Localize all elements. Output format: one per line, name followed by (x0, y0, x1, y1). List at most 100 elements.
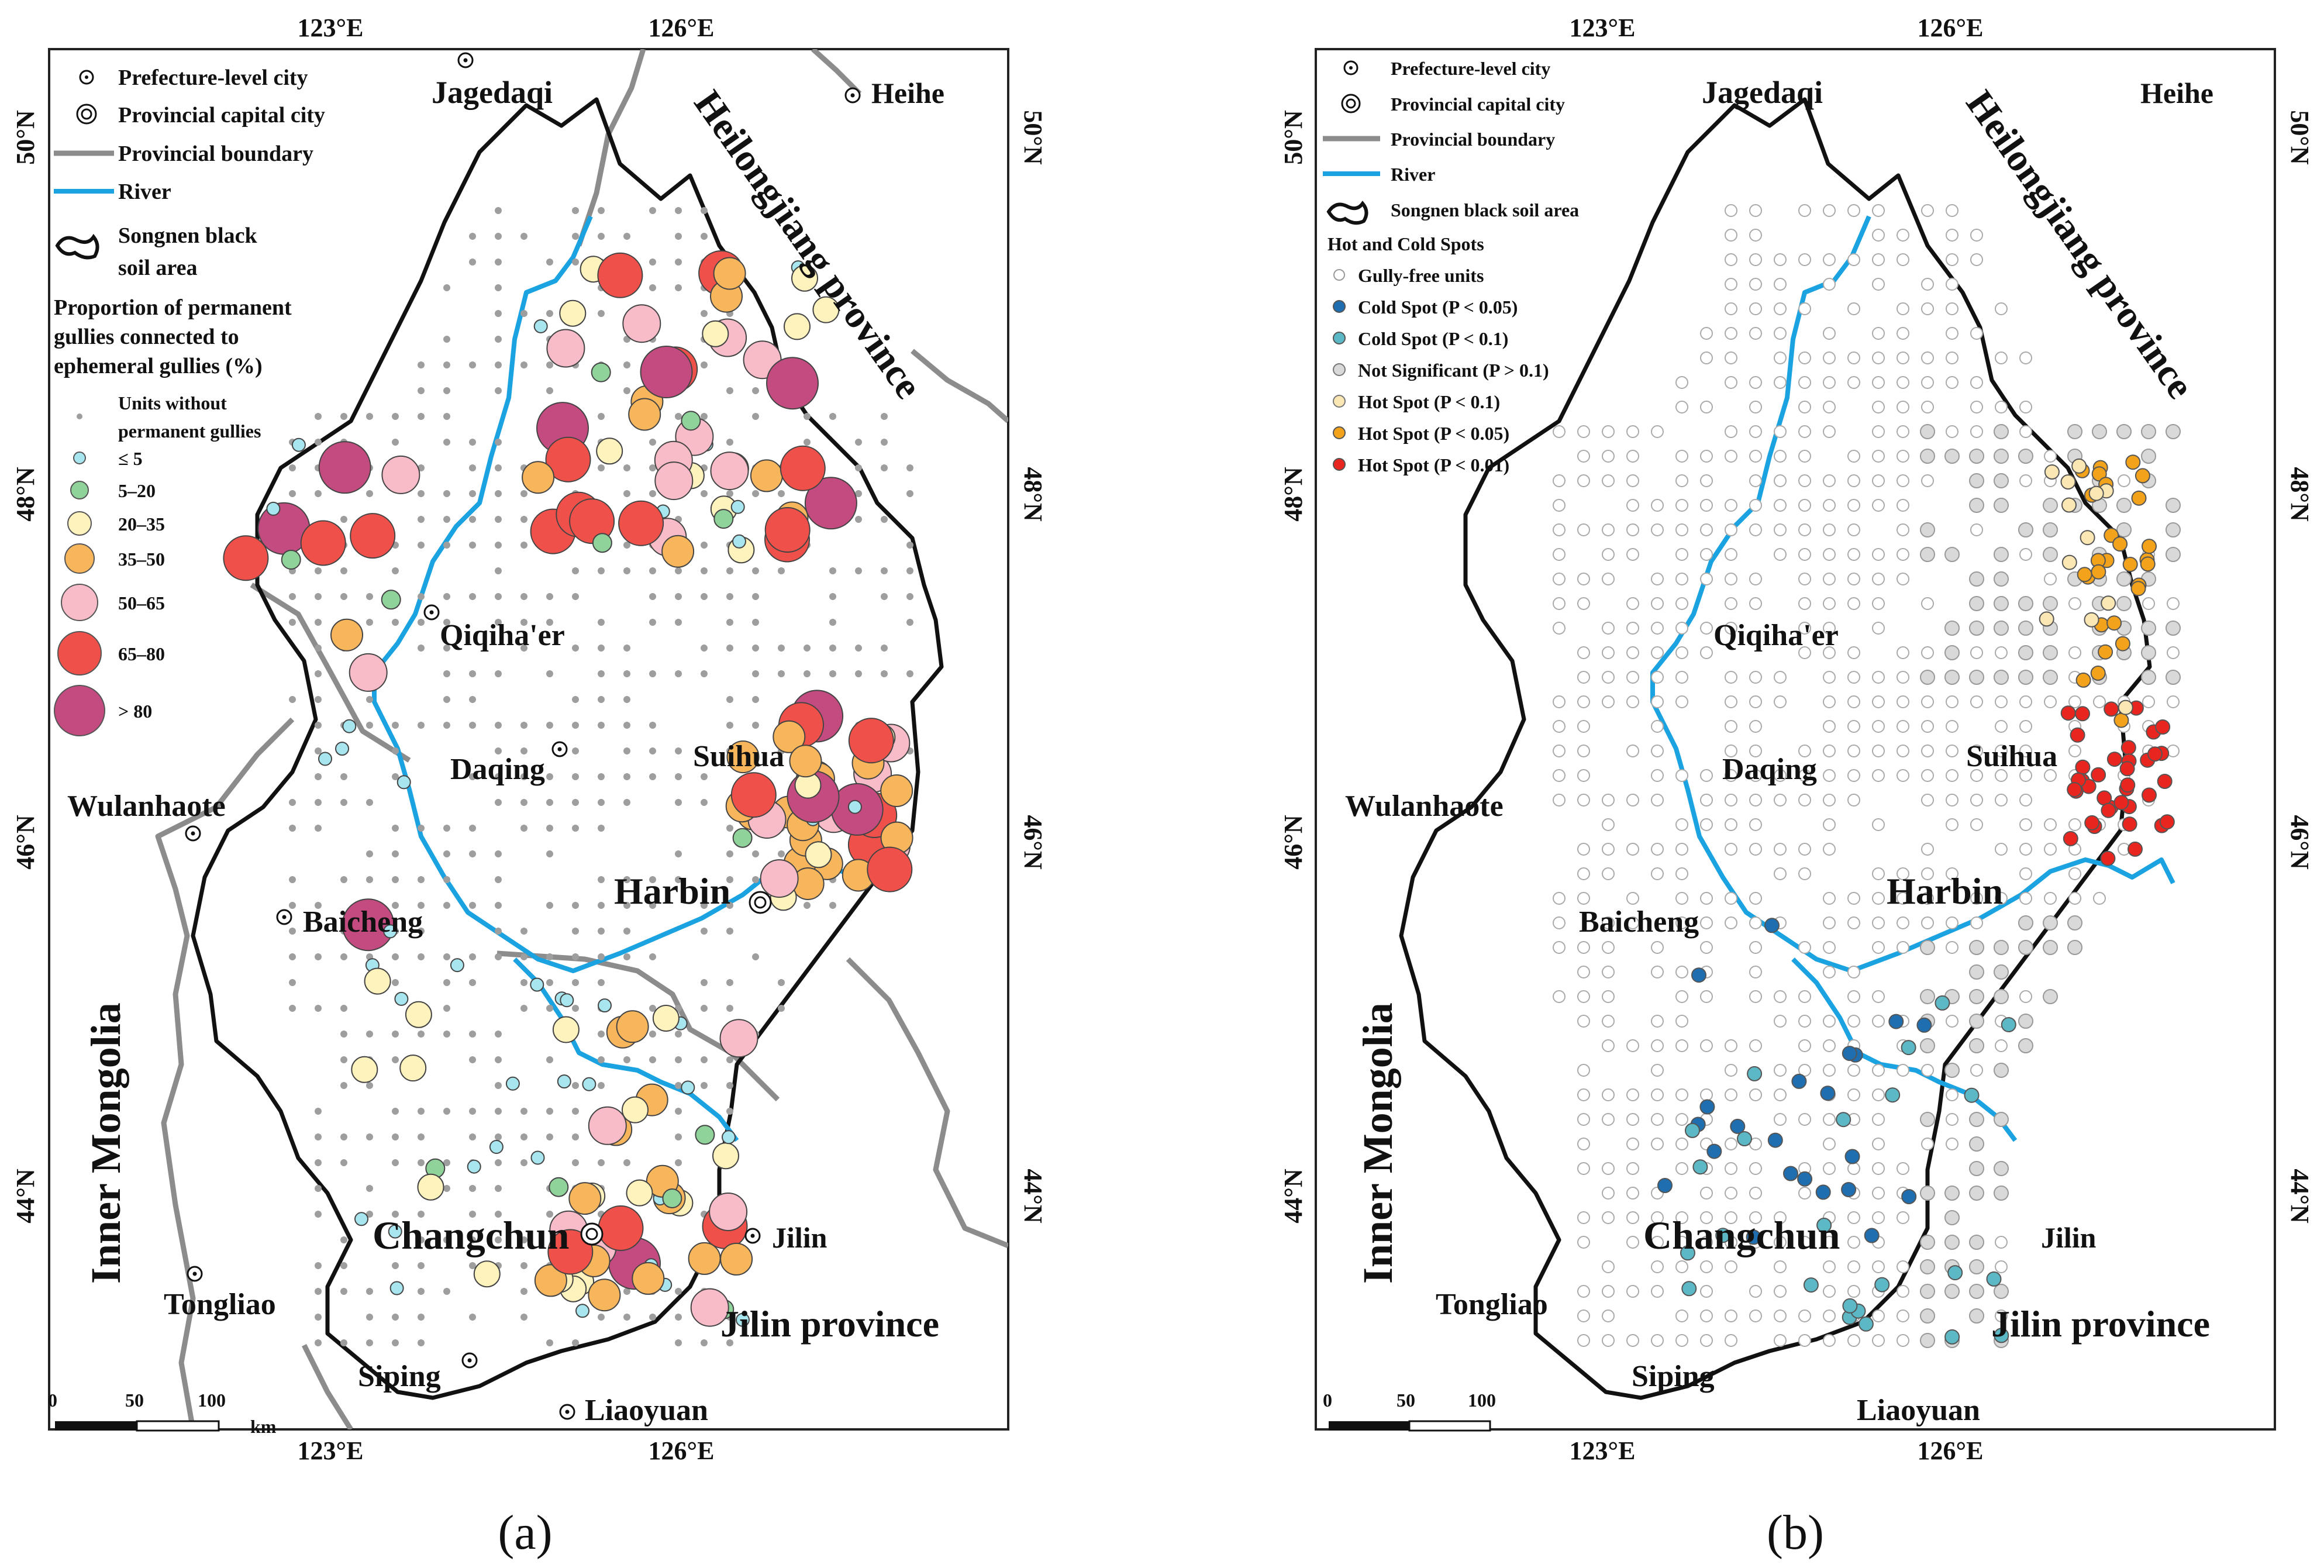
gully-free-unit (1577, 1064, 1590, 1077)
hot-spot-p01 (2118, 699, 2133, 715)
gully-free-unit (1626, 794, 1639, 807)
legend-class-50-65-symbol (61, 584, 98, 621)
hot-spot-p001 (2119, 761, 2135, 777)
proportion-class-circle (710, 452, 749, 491)
provincial-boundary-northeast (811, 49, 862, 96)
gully-free-unit (1675, 1138, 1688, 1150)
no-gully-unit-dot (701, 310, 708, 317)
gully-free-unit (1749, 425, 1762, 438)
no-gully-unit-dot (855, 439, 862, 446)
gully-free-unit (1872, 548, 1885, 561)
gully-free-unit (1872, 351, 1885, 364)
no-gully-unit-dot (649, 1031, 656, 1038)
gully-free-unit (1626, 1211, 1639, 1224)
proportion-class-circle (722, 1130, 736, 1145)
no-gully-unit-dot (340, 1288, 347, 1295)
gully-free-unit (1651, 671, 1664, 684)
gully-free-unit (1749, 794, 1762, 807)
gully-free-unit (1749, 818, 1762, 831)
scale-bar-white (1408, 1420, 1491, 1432)
proportion-class-circle (559, 299, 587, 327)
gully-free-unit (1675, 1260, 1688, 1273)
gully-free-unit (1897, 1260, 1909, 1273)
gully-free-unit (1847, 1015, 1860, 1028)
no-gully-unit-dot (520, 722, 527, 729)
proportion-class-circle (880, 774, 913, 807)
gully-free-unit (1577, 573, 1590, 585)
no-gully-unit-dot (701, 928, 708, 935)
gully-free-unit (1897, 253, 1909, 266)
no-gully-unit-dot (392, 1159, 399, 1166)
not-significant-unit (2166, 522, 2181, 537)
cold-spot-p01 (1885, 1087, 1901, 1103)
gully-free-unit (1651, 867, 1664, 880)
no-gully-unit-dot (418, 1288, 425, 1295)
gully-free-unit (2019, 351, 2032, 364)
no-gully-unit-dot (495, 567, 502, 574)
no-gully-unit-dot (469, 1108, 476, 1115)
gully-free-unit (1847, 597, 1860, 610)
no-gully-unit-dot (598, 1159, 605, 1166)
legend-title-line-3: ephemeral gullies (%) (54, 354, 263, 378)
lon-tick-123-top: 123°E (1570, 13, 1636, 42)
gully-free-unit (1725, 843, 1737, 856)
no-gully-unit-dot (418, 387, 425, 394)
gully-free-unit (1602, 1039, 1615, 1052)
no-gully-unit-dot (315, 1339, 322, 1346)
gully-free-unit (1847, 1334, 1860, 1347)
label-changchun: Changchun (373, 1213, 569, 1257)
gully-free-unit (1700, 450, 1713, 463)
gully-free-unit (1897, 474, 1909, 487)
proportion-class-circle (364, 967, 391, 995)
no-gully-unit-dot (572, 825, 579, 832)
gully-free-unit (1675, 1088, 1688, 1101)
gully-free-unit (1675, 1211, 1688, 1224)
legend-title-line-1: Proportion of permanent (54, 295, 292, 320)
gully-free-unit (1651, 1088, 1664, 1101)
no-gully-unit-dot (495, 336, 502, 343)
lat-tick-50-left: 50°N (11, 110, 40, 165)
gully-free-unit (1847, 376, 1860, 389)
gully-free-unit (1602, 966, 1615, 978)
legend-units-without-symbol (77, 413, 82, 419)
no-gully-unit-dot (495, 799, 502, 806)
gully-free-unit (1626, 425, 1639, 438)
no-gully-unit-dot (675, 1031, 682, 1038)
no-gully-unit-dot (623, 645, 630, 652)
gully-free-unit (1651, 1236, 1664, 1249)
not-significant-unit (1920, 522, 1935, 537)
legend-class-gt80-symbol (54, 685, 105, 736)
gully-free-unit (1651, 769, 1664, 782)
gully-free-unit (1897, 892, 1909, 905)
no-gully-unit-dot (366, 593, 373, 600)
no-gully-unit-dot (315, 1288, 322, 1295)
not-significant-unit (2018, 522, 2033, 537)
cold-spot-p005 (1657, 1178, 1673, 1193)
no-gully-unit-dot (675, 619, 682, 626)
gully-free-unit (1897, 745, 1909, 757)
gully-free-unit (1675, 1309, 1688, 1322)
gully-free-unit (1946, 1088, 1958, 1101)
gully-free-unit (1847, 990, 1860, 1003)
no-gully-unit-dot (418, 928, 425, 935)
no-gully-unit-dot (752, 387, 759, 394)
no-gully-unit-dot (752, 876, 759, 883)
no-gully-unit-dot (495, 902, 502, 909)
gully-free-unit (1725, 695, 1737, 708)
gully-free-unit (1602, 794, 1615, 807)
panel-a-graticule-labels: 123°E 126°E 123°E 126°E 50°N 48°N 46°N 4… (11, 13, 1047, 1465)
gully-free-unit (1626, 548, 1639, 561)
prefecture-city-marker (461, 1352, 478, 1369)
gully-free-unit (1675, 376, 1688, 389)
proportion-class-circle (784, 313, 811, 340)
gully-free-unit (1798, 1309, 1811, 1322)
gully-free-unit (1700, 1260, 1713, 1273)
cold-spot-p005 (1841, 1182, 1857, 1197)
no-gully-unit-dot (726, 1108, 733, 1115)
no-gully-unit-dot (520, 799, 527, 806)
no-gully-unit-dot (572, 1082, 579, 1089)
gully-free-unit (1725, 720, 1737, 733)
no-gully-unit-dot (572, 567, 579, 574)
lon-tick-126-bottom: 126°E (649, 1436, 715, 1465)
gully-free-unit (1602, 474, 1615, 487)
